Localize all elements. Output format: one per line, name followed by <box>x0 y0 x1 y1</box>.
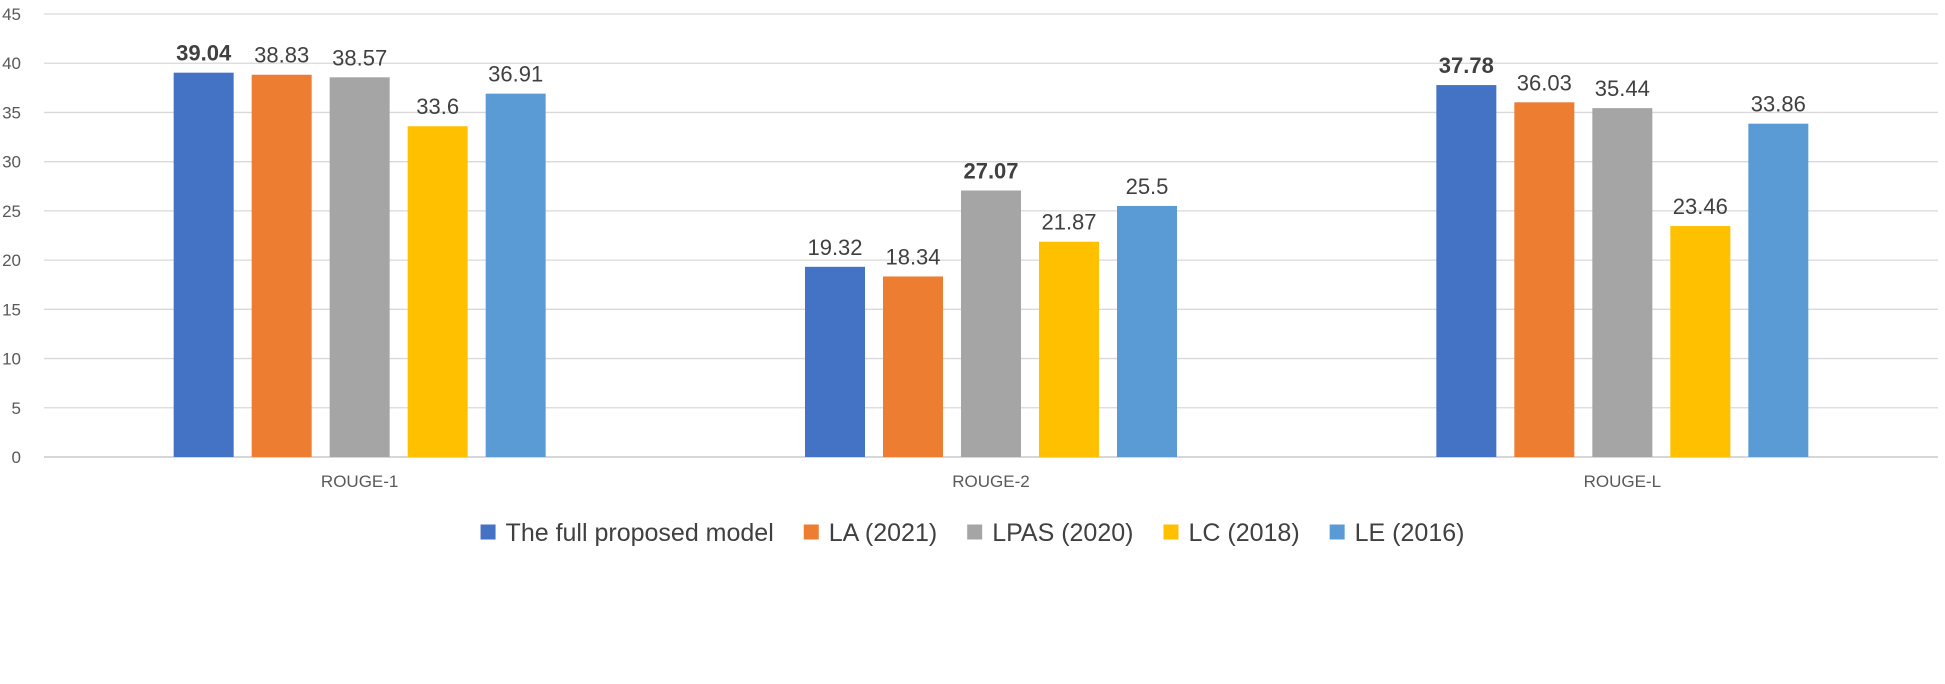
y-tick-label: 10 <box>2 350 21 369</box>
legend-swatch <box>803 524 819 540</box>
legend-label: LE (2016) <box>1355 519 1465 547</box>
bar <box>1117 205 1177 457</box>
y-tick-label: 30 <box>2 153 21 172</box>
data-label: 27.07 <box>963 159 1018 184</box>
bar <box>805 266 865 457</box>
y-tick-label: 15 <box>2 300 21 319</box>
legend-label: LC (2018) <box>1188 519 1299 547</box>
bar <box>407 126 468 457</box>
data-label: 33.6 <box>416 94 459 119</box>
legend-swatch <box>1163 524 1179 540</box>
data-label: 37.78 <box>1439 53 1494 78</box>
data-label: 36.03 <box>1517 70 1572 95</box>
x-tick-label: ROUGE-1 <box>321 472 398 491</box>
bar <box>961 190 1021 457</box>
data-label: 18.34 <box>885 244 940 269</box>
bar <box>173 72 234 458</box>
y-tick-label: 0 <box>12 448 21 467</box>
bar <box>329 77 390 457</box>
data-label: 39.04 <box>176 41 232 66</box>
data-label: 38.83 <box>254 43 309 68</box>
y-tick-label: 35 <box>2 103 21 122</box>
data-label: 23.46 <box>1673 194 1728 219</box>
data-label: 38.57 <box>332 45 387 70</box>
bar <box>883 276 943 457</box>
data-label: 36.91 <box>488 62 543 87</box>
x-axis: ROUGE-1 ROUGE-2 ROUGE-L <box>321 472 1661 491</box>
bar <box>1592 108 1653 458</box>
y-tick-label: 25 <box>2 202 21 221</box>
data-label: 33.86 <box>1751 92 1806 117</box>
bar <box>1670 226 1731 457</box>
legend-label: LA (2021) <box>829 519 937 547</box>
bar <box>1039 241 1099 457</box>
bar <box>485 93 546 458</box>
data-label: 19.32 <box>807 235 862 260</box>
legend-swatch <box>967 524 983 540</box>
y-tick-label: 20 <box>2 251 21 270</box>
legend-label: LPAS (2020) <box>992 519 1133 547</box>
data-label: 25.5 <box>1126 174 1169 199</box>
legend-label: The full proposed model <box>506 519 774 547</box>
legend-swatch <box>480 524 496 540</box>
data-label: 21.87 <box>1041 210 1096 235</box>
legend: The full proposed model LA (2021) LPAS (20… <box>480 519 1465 547</box>
bars <box>173 72 1809 458</box>
y-tick-label: 40 <box>2 54 21 73</box>
bar <box>1748 123 1809 457</box>
data-label: 35.44 <box>1595 76 1650 101</box>
legend-swatch <box>1329 524 1345 540</box>
data-labels: 39.04 38.83 38.57 33.6 36.91 19.32 18.34 27.07 2… <box>176 41 1806 270</box>
y-axis: 0 5 10 15 20 25 30 35 40 45 <box>2 5 21 467</box>
x-tick-label: ROUGE-L <box>1584 472 1661 491</box>
x-tick-label: ROUGE-2 <box>952 472 1029 491</box>
bar <box>1436 85 1497 457</box>
bar <box>251 74 312 457</box>
bar <box>1514 102 1575 458</box>
y-tick-label: 45 <box>2 5 21 24</box>
y-tick-label: 5 <box>12 399 21 418</box>
